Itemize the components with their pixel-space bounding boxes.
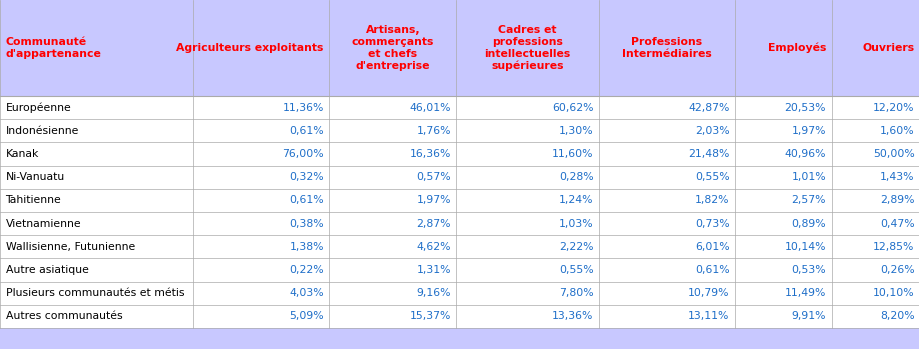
- Text: Tahitienne: Tahitienne: [6, 195, 62, 206]
- Text: 21,48%: 21,48%: [687, 149, 729, 159]
- Text: 1,30%: 1,30%: [558, 126, 593, 136]
- Text: 2,03%: 2,03%: [694, 126, 729, 136]
- Text: 15,37%: 15,37%: [409, 311, 450, 321]
- Text: 13,36%: 13,36%: [551, 311, 593, 321]
- Text: 2,57%: 2,57%: [791, 195, 825, 206]
- Bar: [0, 96, 919, 328]
- Text: 8,20%: 8,20%: [879, 311, 913, 321]
- Text: 0,32%: 0,32%: [289, 172, 323, 182]
- Text: Kanak: Kanak: [6, 149, 39, 159]
- Text: 0,53%: 0,53%: [790, 265, 825, 275]
- Text: 11,36%: 11,36%: [282, 103, 323, 113]
- Text: 1,76%: 1,76%: [416, 126, 450, 136]
- Text: 16,36%: 16,36%: [409, 149, 450, 159]
- Text: 40,96%: 40,96%: [784, 149, 825, 159]
- Text: 11,60%: 11,60%: [551, 149, 593, 159]
- Text: 1,60%: 1,60%: [879, 126, 913, 136]
- Text: 6,01%: 6,01%: [694, 242, 729, 252]
- Text: 1,82%: 1,82%: [695, 195, 729, 206]
- Text: 0,55%: 0,55%: [558, 265, 593, 275]
- Text: 20,53%: 20,53%: [784, 103, 825, 113]
- Text: 12,85%: 12,85%: [872, 242, 913, 252]
- Text: 12,20%: 12,20%: [872, 103, 913, 113]
- Text: 0,57%: 0,57%: [415, 172, 450, 182]
- Text: Ouvriers: Ouvriers: [861, 43, 913, 53]
- Text: 76,00%: 76,00%: [282, 149, 323, 159]
- Text: 1,03%: 1,03%: [558, 218, 593, 229]
- Text: 1,01%: 1,01%: [790, 172, 825, 182]
- Text: 5,09%: 5,09%: [289, 311, 323, 321]
- Text: 50,00%: 50,00%: [872, 149, 913, 159]
- Text: Employés: Employés: [767, 43, 825, 53]
- Text: 0,26%: 0,26%: [879, 265, 913, 275]
- Text: Autres communautés: Autres communautés: [6, 311, 122, 321]
- Text: 1,31%: 1,31%: [416, 265, 450, 275]
- Text: 2,89%: 2,89%: [879, 195, 913, 206]
- Text: 2,22%: 2,22%: [559, 242, 593, 252]
- Text: Wallisienne, Futunienne: Wallisienne, Futunienne: [6, 242, 134, 252]
- Text: 7,80%: 7,80%: [558, 288, 593, 298]
- Text: 0,73%: 0,73%: [694, 218, 729, 229]
- Text: 1,24%: 1,24%: [559, 195, 593, 206]
- Text: Artisans,
commerçants
et chefs
d'entreprise: Artisans, commerçants et chefs d'entrepr…: [351, 25, 434, 71]
- Bar: [0, 328, 919, 349]
- Text: 9,91%: 9,91%: [791, 311, 825, 321]
- Text: 60,62%: 60,62%: [551, 103, 593, 113]
- Text: 1,97%: 1,97%: [791, 126, 825, 136]
- Bar: [0, 0, 919, 96]
- Text: 4,03%: 4,03%: [289, 288, 323, 298]
- Text: 10,14%: 10,14%: [784, 242, 825, 252]
- Text: 0,28%: 0,28%: [558, 172, 593, 182]
- Text: 1,43%: 1,43%: [879, 172, 913, 182]
- Text: 10,79%: 10,79%: [687, 288, 729, 298]
- Text: Indonésienne: Indonésienne: [6, 126, 79, 136]
- Text: 2,87%: 2,87%: [416, 218, 450, 229]
- Text: Européenne: Européenne: [6, 102, 71, 113]
- Text: 0,61%: 0,61%: [289, 195, 323, 206]
- Text: 1,97%: 1,97%: [416, 195, 450, 206]
- Text: 0,61%: 0,61%: [289, 126, 323, 136]
- Text: 0,47%: 0,47%: [879, 218, 913, 229]
- Text: Cadres et
professions
intellectuelles
supérieures: Cadres et professions intellectuelles su…: [484, 25, 570, 71]
- Text: Ni-Vanuatu: Ni-Vanuatu: [6, 172, 64, 182]
- Text: Communauté
d'appartenance: Communauté d'appartenance: [6, 37, 101, 59]
- Text: Agriculteurs exploitants: Agriculteurs exploitants: [176, 43, 323, 53]
- Text: Plusieurs communautés et métis: Plusieurs communautés et métis: [6, 288, 184, 298]
- Text: 0,38%: 0,38%: [289, 218, 323, 229]
- Text: Autre asiatique: Autre asiatique: [6, 265, 88, 275]
- Text: 10,10%: 10,10%: [872, 288, 913, 298]
- Text: 0,61%: 0,61%: [694, 265, 729, 275]
- Text: 0,89%: 0,89%: [790, 218, 825, 229]
- Text: Professions
Intermédiaires: Professions Intermédiaires: [621, 37, 711, 59]
- Text: 1,38%: 1,38%: [289, 242, 323, 252]
- Text: 0,55%: 0,55%: [694, 172, 729, 182]
- Text: 9,16%: 9,16%: [416, 288, 450, 298]
- Text: 11,49%: 11,49%: [784, 288, 825, 298]
- Text: 42,87%: 42,87%: [687, 103, 729, 113]
- Text: 0,22%: 0,22%: [289, 265, 323, 275]
- Text: 13,11%: 13,11%: [687, 311, 729, 321]
- Text: Vietnamienne: Vietnamienne: [6, 218, 81, 229]
- Text: 4,62%: 4,62%: [416, 242, 450, 252]
- Text: 46,01%: 46,01%: [409, 103, 450, 113]
